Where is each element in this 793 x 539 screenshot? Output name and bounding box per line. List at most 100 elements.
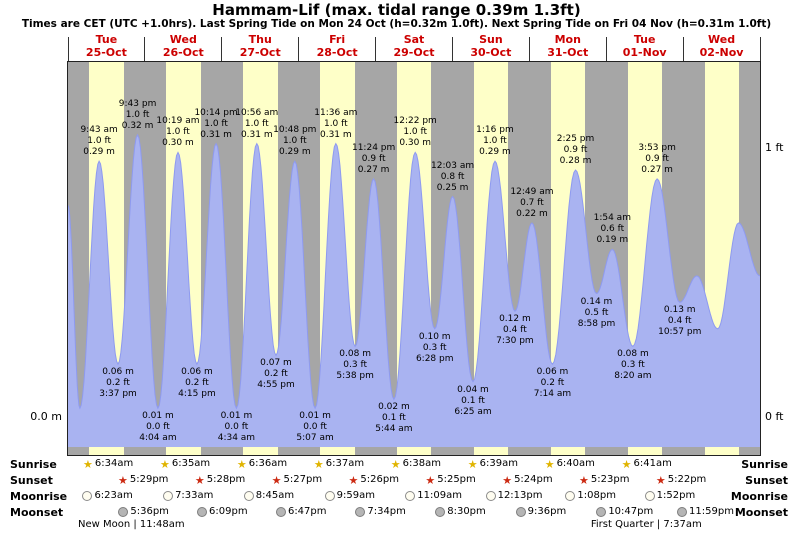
tide-high-label: 12:03 am 0.8 ft 0.25 m	[431, 160, 475, 193]
tide-low-label: 0.13 m 0.4 ft 10:57 pm	[658, 305, 702, 338]
moonrise-icon	[485, 491, 496, 501]
tide-low-label: 0.07 m 0.2 ft 4:55 pm	[257, 358, 295, 391]
sunrise-time-text: 6:37am	[325, 458, 365, 469]
day-boundary-tick	[144, 37, 146, 62]
page-title: Hammam-Lif (max. tidal range 0.39m 1.3ft…	[212, 1, 581, 19]
moonrise-time: 8:45am	[243, 490, 294, 502]
tide-high-label: 10:56 am 1.0 ft 0.31 m	[235, 107, 279, 140]
moonset-time: 10:47pm	[596, 506, 653, 518]
moonrise-icon	[82, 491, 93, 501]
sunset-time-text: 5:24pm	[514, 474, 553, 485]
sunrise-time: ★ 6:36am	[237, 458, 287, 470]
sunset-time: ★ 5:29pm	[118, 474, 168, 486]
sunrise-time-text: 6:39am	[479, 458, 518, 469]
moonset-icon	[197, 507, 208, 517]
tide-low-label: 0.04 m 0.1 ft 6:25 am	[454, 384, 492, 417]
tide-high-label: 9:43 pm 1.0 ft 0.32 m	[118, 98, 157, 131]
moonset-time-text: 6:09pm	[209, 506, 248, 517]
day-boundary-tick	[451, 37, 453, 62]
day-boundary-tick	[221, 37, 223, 62]
day-boundary-tick	[375, 37, 377, 62]
moonset-time-text: 11:59pm	[689, 506, 734, 517]
sunset-time: ★ 5:23pm	[579, 474, 629, 486]
sunrise-time-text: 6:35am	[171, 458, 211, 469]
sunrise-time-text: 6:34am	[94, 458, 134, 469]
sunset-time: ★ 5:24pm	[502, 474, 552, 486]
sunset-icon: ★	[425, 473, 436, 487]
sunrise-icon: ★	[621, 457, 632, 471]
tide-high-label: 11:24 pm 0.9 ft 0.27 m	[351, 142, 396, 175]
moonrise-time-text: 12:13pm	[497, 490, 543, 501]
sunset-icon: ★	[655, 473, 666, 487]
sunset-time-text: 5:28pm	[206, 474, 246, 485]
sunrise-icon: ★	[467, 457, 478, 471]
sunset-time-text: 5:27pm	[283, 474, 323, 485]
sunrise-time: ★ 6:37am	[314, 458, 364, 470]
day-header-label-2: Thu 27-Oct	[239, 33, 281, 59]
moonset-time: 7:34pm	[355, 506, 406, 518]
moonset-time: 11:59pm	[677, 506, 734, 518]
moonrise-row-label-right: Moonrise	[730, 490, 788, 503]
sunrise-time: ★ 6:35am	[160, 458, 210, 470]
moonset-icon	[435, 507, 446, 517]
moonrise-time: 12:13pm	[485, 490, 543, 502]
tide-high-label: 12:49 am 0.7 ft 0.22 m	[510, 186, 554, 219]
tide-high-label: 10:14 pm 1.0 ft 0.31 m	[194, 107, 238, 140]
moonset-row-label-right: Moonset	[734, 506, 788, 519]
day-header-label-8: Wed 02-Nov	[699, 33, 744, 59]
moon-phase-note: New Moon | 11:48am	[77, 519, 185, 530]
moonset-time-text: 6:47pm	[287, 506, 327, 517]
moonrise-time-text: 1:52pm	[656, 490, 696, 501]
moonrise-icon	[644, 491, 655, 501]
sunset-icon: ★	[502, 473, 513, 487]
day-header-label-4: Sat 29-Oct	[393, 33, 435, 59]
moonset-time-text: 5:36pm	[130, 506, 169, 517]
moonrise-icon	[565, 491, 576, 501]
sunrise-time-text: 6:38am	[402, 458, 441, 469]
moonrise-icon	[243, 491, 254, 501]
axis-label-1ft: 1 ft	[765, 141, 784, 154]
sunrise-icon: ★	[159, 457, 170, 471]
tide-low-label: 0.14 m 0.5 ft 8:58 pm	[577, 296, 616, 329]
sunset-time-text: 5:23pm	[590, 474, 630, 485]
sunset-time: ★ 5:28pm	[195, 474, 245, 486]
tide-curve-line	[68, 133, 760, 410]
day-boundary-tick	[605, 37, 607, 62]
moonset-icon	[355, 507, 366, 517]
day-header-label-0: Tue 25-Oct	[85, 33, 127, 59]
moonset-time-text: 10:47pm	[608, 506, 654, 517]
moonrise-time-text: 11:09am	[417, 490, 462, 501]
moonrise-time: 1:52pm	[644, 490, 696, 502]
moonrise-icon	[405, 491, 416, 501]
sunset-time-text: 5:29pm	[129, 474, 169, 485]
axis-label-0ft: 0 ft	[765, 410, 784, 423]
tide-low-label: 0.06 m 0.2 ft 4:15 pm	[178, 367, 216, 400]
moonrise-time-text: 6:23am	[94, 490, 133, 501]
day-header-label-7: Tue 01-Nov	[622, 33, 667, 59]
sunset-icon: ★	[348, 473, 359, 487]
sunset-icon: ★	[194, 473, 205, 487]
moonrise-time: 7:33am	[163, 490, 213, 502]
sunrise-time: ★ 6:41am	[622, 458, 672, 470]
tide-low-label: 0.08 m 0.3 ft 5:38 pm	[336, 349, 374, 382]
sunset-time-text: 5:25pm	[437, 474, 476, 485]
tide-low-label: 0.12 m 0.4 ft 7:30 pm	[496, 314, 534, 347]
tide-low-label: 0.08 m 0.3 ft 8:20 am	[614, 349, 652, 382]
sunrise-icon: ★	[544, 457, 555, 471]
moonset-time-text: 9:36pm	[527, 506, 567, 517]
sunset-icon: ★	[271, 473, 282, 487]
tide-high-label: 2:25 pm 0.9 ft 0.28 m	[556, 134, 595, 167]
sunrise-icon: ★	[236, 457, 247, 471]
tide-plot	[67, 61, 761, 456]
sunrise-time: ★ 6:38am	[391, 458, 441, 470]
sunset-row-label-right: Sunset	[745, 474, 788, 487]
tide-high-label: 10:19 am 1.0 ft 0.30 m	[156, 116, 200, 149]
page-subtitle: Times are CET (UTC +1.0hrs). Last Spring…	[21, 18, 772, 30]
sunrise-time-text: 6:40am	[556, 458, 595, 469]
tide-area-fill	[68, 134, 760, 448]
day-header-label-1: Wed 26-Oct	[162, 33, 204, 59]
tide-low-label: 0.01 m 0.0 ft 4:34 am	[217, 411, 256, 444]
moon-phase-note: First Quarter | 7:37am	[590, 519, 702, 530]
sunset-icon: ★	[579, 473, 589, 487]
tide-high-label: 3:53 pm 0.9 ft 0.27 m	[638, 142, 676, 175]
